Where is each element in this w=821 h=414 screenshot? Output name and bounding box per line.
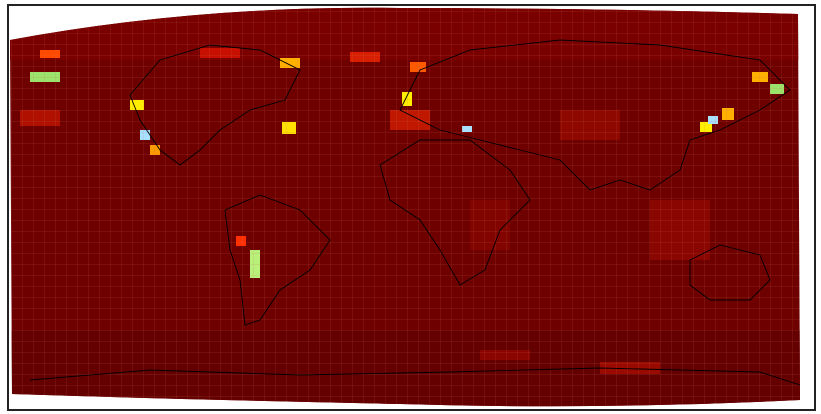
coastlines bbox=[29, 39, 800, 386]
